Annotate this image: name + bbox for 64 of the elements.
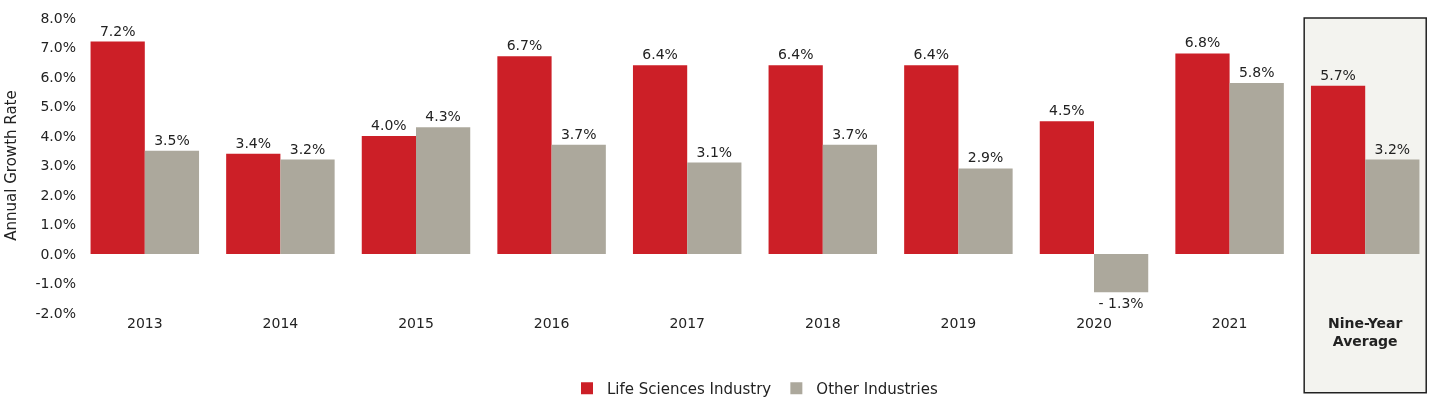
bar: [551, 144, 606, 254]
data-label: 7.2%: [99, 22, 136, 39]
data-label: 5.8%: [1238, 63, 1275, 80]
x-tick-label: 2013: [126, 315, 163, 331]
y-tick-label: 6.0%: [40, 68, 76, 85]
bar: [1175, 53, 1230, 254]
x-tick-label: Nine-Year Average: [1327, 315, 1403, 350]
y-tick-label: 3.0%: [40, 157, 76, 174]
data-label: 6.4%: [913, 46, 950, 63]
bar: [90, 41, 145, 254]
data-label: 6.4%: [642, 46, 678, 63]
bar: [361, 136, 416, 254]
data-label: 3.5%: [154, 131, 190, 148]
bar: [1094, 254, 1149, 293]
bar: [687, 162, 742, 254]
x-tick-label: 2021: [1211, 315, 1248, 331]
bar: [497, 56, 552, 254]
bar: [1229, 82, 1284, 254]
x-tick-label: 2017: [669, 315, 706, 331]
y-tick-label: -1.0%: [35, 275, 76, 292]
y-tick-label: 5.0%: [40, 98, 76, 115]
x-tick-label: 2020: [1076, 315, 1112, 331]
y-tick-label: 0.0%: [40, 245, 76, 262]
data-label: 5.7%: [1320, 66, 1356, 83]
y-tick-label: 1.0%: [40, 216, 76, 233]
bar: [822, 144, 878, 254]
data-label: 6.8%: [1184, 34, 1221, 51]
legend-label: Other Industries: [816, 380, 938, 399]
bar: [1365, 159, 1420, 254]
data-label: 4.5%: [1049, 102, 1085, 119]
data-label: 6.7%: [506, 37, 543, 54]
data-label: 3.4%: [235, 134, 272, 151]
bar: [226, 153, 281, 254]
bar: [768, 65, 823, 254]
y-tick-label: -2.0%: [35, 304, 76, 321]
bar: [904, 65, 959, 254]
x-tick-label: 2015: [398, 315, 434, 331]
bar: [958, 168, 1013, 254]
y-axis-title: Annual Growth Rate: [1, 90, 20, 241]
data-label: 3.7%: [560, 125, 597, 142]
bar: [416, 127, 471, 254]
legend-label: Life Sciences Industry: [607, 380, 772, 399]
bar: [1039, 121, 1094, 254]
x-tick-label: 2016: [533, 315, 570, 331]
x-tick-label: 2018: [804, 315, 841, 331]
y-tick-label: 7.0%: [40, 39, 76, 56]
x-tick-label: 2019: [940, 315, 977, 331]
y-tick-label: 8.0%: [40, 9, 76, 26]
data-label: 3.2%: [1374, 140, 1411, 157]
bar: [144, 150, 200, 254]
y-tick-label: 2.0%: [40, 186, 76, 203]
data-label: 2.9%: [967, 149, 1004, 166]
data-label: 6.4%: [777, 46, 814, 63]
data-label: 3.1%: [696, 143, 733, 160]
bar: [632, 65, 688, 254]
data-label: 3.7%: [832, 125, 868, 142]
bar: [1310, 85, 1366, 254]
data-label: 4.3%: [425, 108, 461, 125]
data-label: 4.0%: [371, 117, 407, 133]
y-tick-label: 4.0%: [40, 127, 76, 144]
bar: [280, 159, 335, 254]
data-label: 3.2%: [289, 140, 326, 157]
data-label: - 1.3%: [1098, 295, 1144, 312]
x-tick-label: 2014: [262, 315, 299, 331]
